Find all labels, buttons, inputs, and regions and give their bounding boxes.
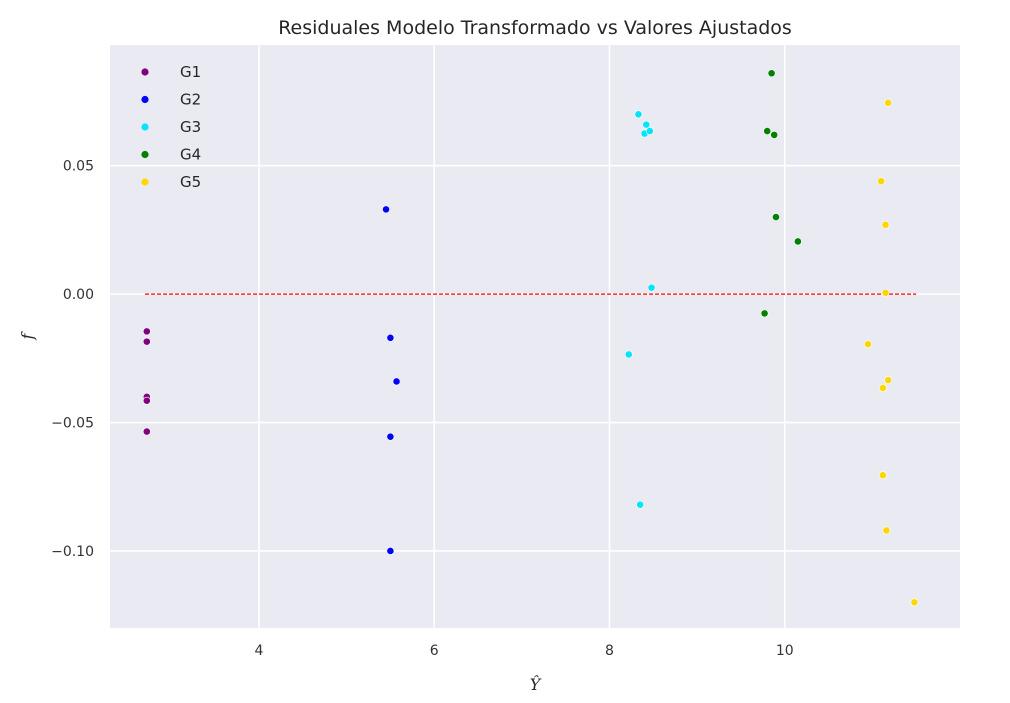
data-point-g5 (877, 177, 886, 186)
x-tick-label: 10 (776, 643, 794, 659)
data-point-g3 (645, 127, 654, 135)
chart-title: Residuales Modelo Transformado vs Valore… (278, 17, 792, 39)
data-point-g2 (386, 432, 395, 441)
data-point-g5 (884, 376, 893, 385)
data-point-g5 (864, 340, 872, 349)
x-tick-label: 6 (430, 643, 439, 659)
data-point-g4 (793, 237, 802, 246)
legend-label-g3: G3 (180, 118, 201, 136)
data-point-g4 (772, 213, 780, 221)
data-point-g5 (910, 598, 919, 607)
legend-label-g1: G1 (180, 63, 201, 81)
data-point-g3 (636, 500, 645, 509)
y-tick-label: −0.10 (51, 544, 94, 560)
data-point-g5 (881, 220, 890, 229)
x-axis-label: Ŷ (530, 674, 542, 694)
data-point-g5 (884, 98, 893, 107)
legend: G1 G2 G3 G4 G5 (141, 63, 201, 191)
plot-area (110, 45, 960, 628)
legend-label-g4: G4 (180, 146, 201, 164)
data-point-g4 (760, 309, 769, 318)
y-tick-label: 0.00 (63, 287, 94, 303)
y-tick-label: −0.05 (51, 416, 94, 432)
data-point-g1 (142, 337, 151, 346)
data-point-g5 (881, 288, 890, 297)
data-point-g1 (142, 396, 151, 405)
data-point-g1 (142, 327, 151, 336)
legend-marker-g4 (141, 150, 149, 159)
legend-marker-g5 (141, 178, 149, 186)
x-axis-ticks: 4 6 8 10 (255, 643, 794, 659)
data-point-g5 (878, 383, 887, 392)
data-point-g5 (878, 471, 887, 480)
data-point-g3 (642, 120, 651, 129)
y-axis-label: f (18, 330, 37, 340)
data-point-g4 (767, 69, 776, 78)
data-point-g2 (392, 377, 401, 386)
x-tick-label: 4 (255, 643, 264, 659)
x-tick-label: 8 (605, 643, 614, 659)
data-point-g4 (763, 127, 772, 135)
grid (110, 45, 960, 628)
data-point-g3 (634, 110, 643, 119)
y-tick-label: 0.05 (63, 159, 94, 175)
legend-marker-g1 (141, 68, 149, 76)
data-point-g2 (386, 333, 395, 342)
legend-marker-g2 (141, 95, 149, 104)
legend-label-g5: G5 (180, 173, 201, 191)
data-point-g2 (386, 547, 395, 555)
y-axis-ticks: 0.05 0.00 −0.05 −0.10 (51, 159, 94, 560)
data-point-g2 (382, 205, 390, 214)
data-point-g1 (142, 427, 151, 436)
data-point-g4 (770, 130, 779, 139)
legend-label-g2: G2 (180, 91, 201, 109)
data-point-g3 (647, 283, 656, 292)
data-point-g3 (624, 350, 633, 359)
legend-marker-g3 (141, 123, 149, 131)
data-point-g5 (882, 526, 891, 535)
data-points (142, 69, 919, 607)
